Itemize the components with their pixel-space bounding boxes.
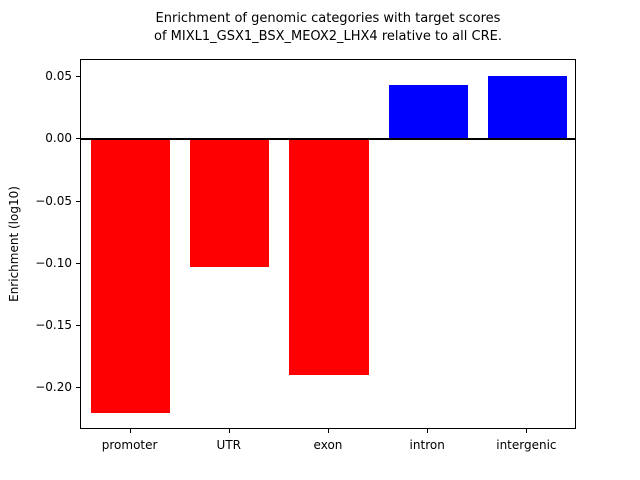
y-tick-label: 0.05 (45, 69, 72, 84)
chart-title-line2: of MIXL1_GSX1_BSX_MEOX2_LHX4 relative to… (154, 29, 502, 44)
x-tick-label-intergenic: intergenic (496, 438, 557, 452)
y-tick-mark (76, 386, 80, 388)
y-tick-mark (76, 76, 80, 78)
x-tick-mark (328, 429, 329, 433)
y-tick-label: −0.15 (35, 317, 72, 332)
bar-exon (289, 139, 369, 376)
y-tick-label: −0.05 (35, 193, 72, 208)
x-tick-mark (526, 429, 528, 433)
x-tick-label-promoter: promoter (101, 438, 158, 452)
x-tick-mark (129, 429, 131, 433)
y-tick-mark (76, 138, 80, 140)
y-tick-label: −0.20 (35, 379, 72, 394)
y-tick-mark (76, 324, 80, 326)
bar-promoter (90, 139, 171, 413)
y-tick-mark (76, 200, 80, 202)
chart-title: Enrichment of genomic categories with ta… (80, 10, 576, 46)
bar-intergenic (487, 76, 568, 140)
zero-baseline (81, 138, 575, 141)
x-tick-mark (427, 429, 429, 433)
chart-title-line1: Enrichment of genomic categories with ta… (155, 11, 501, 26)
y-tick-mark (76, 262, 80, 264)
y-tick-label: 0.00 (45, 131, 72, 146)
x-tick-label-exon: exon (313, 438, 343, 452)
x-tick-label-intron: intron (409, 438, 445, 452)
bar-UTR (190, 139, 270, 268)
plot-area (80, 59, 576, 429)
y-tick-label: −0.10 (35, 255, 72, 270)
bar-intron (388, 84, 468, 140)
x-tick-label-UTR: UTR (216, 438, 241, 452)
x-tick-mark (228, 429, 230, 433)
